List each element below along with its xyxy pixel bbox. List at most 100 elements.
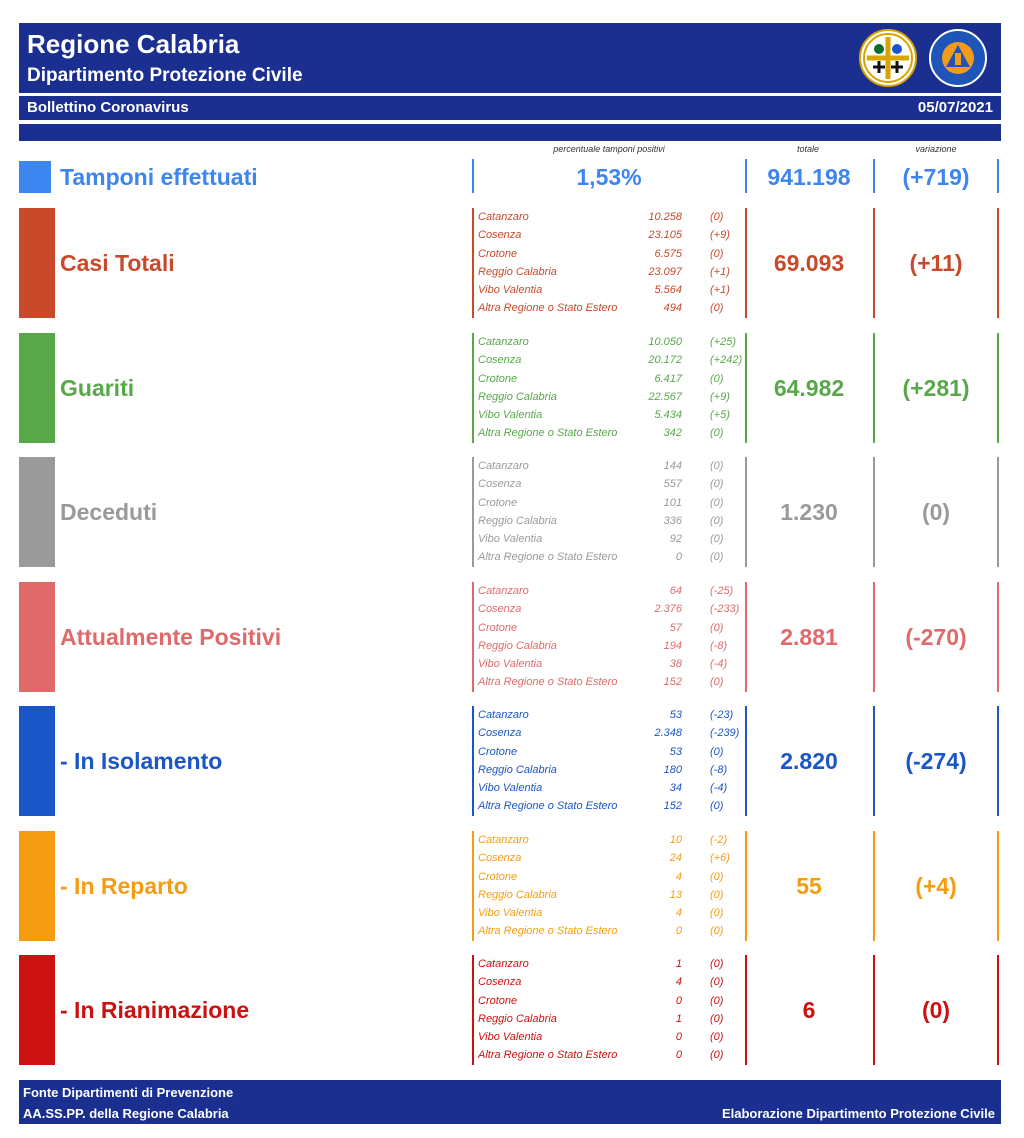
region-title: Regione Calabria: [27, 29, 240, 59]
section-color-swatch: [19, 955, 55, 1065]
section-color-swatch: [19, 333, 55, 443]
province-name: Cosenza: [478, 727, 522, 740]
province-name: Catanzaro: [478, 211, 529, 223]
province-row: Cosenza 2.376 (-233): [478, 600, 740, 618]
province-change: (+9): [710, 390, 730, 403]
province-name: Crotone: [478, 372, 518, 385]
section-divider: [997, 706, 999, 816]
province-change: (0): [710, 460, 724, 472]
section-divider: [472, 333, 474, 443]
province-change: (-2): [710, 834, 728, 846]
section-change: (-270): [905, 624, 967, 650]
province-row: Cosenza 2.348 (-239): [478, 724, 740, 742]
section-label: Deceduti: [60, 499, 158, 525]
province-value: 336: [663, 514, 682, 527]
footer-banner: Fonte Dipartimenti di Prevenzione AA.SS.…: [19, 1080, 1001, 1124]
province-row: Reggio Calabria 22.567 (+9): [478, 388, 740, 406]
province-row: Cosenza 20.172 (+242): [478, 351, 742, 369]
province-row: Crotone 57 (0): [478, 619, 740, 637]
section-divider: [472, 706, 474, 816]
province-name: Crotone: [478, 496, 518, 509]
section-total: 2.820: [780, 748, 838, 774]
province-name: Cosenza: [478, 354, 522, 367]
province-change: (+6): [710, 852, 730, 865]
province-value: 92: [669, 533, 682, 546]
province-value: 10.050: [648, 336, 682, 348]
province-value: 144: [663, 460, 682, 472]
province-change: (0): [710, 745, 724, 758]
province-name: Crotone: [478, 621, 518, 634]
province-row: Vibo Valentia 34 (-4): [478, 779, 740, 797]
section-total: 69.093: [773, 250, 845, 276]
province-change: (0): [710, 302, 724, 315]
province-value: 1: [675, 1012, 682, 1025]
footer-credit: Elaborazione Dipartimento Protezione Civ…: [721, 1106, 995, 1121]
province-change: (0): [710, 211, 724, 223]
province-name: Vibo Valentia: [478, 782, 543, 795]
province-value: 494: [663, 302, 682, 315]
province-row: Altra Regione o Stato Estero 0 (0): [478, 922, 740, 940]
province-value: 152: [663, 800, 682, 813]
province-name: Reggio Calabria: [478, 1012, 557, 1025]
province-row: Vibo Valentia 4 (0): [478, 904, 740, 922]
province-change: (+5): [710, 409, 730, 422]
tamponi-divider: [745, 159, 747, 193]
province-row: Catanzaro 10.258 (0): [478, 208, 740, 226]
section-color-swatch: [19, 582, 55, 692]
province-value: 194: [663, 639, 682, 652]
province-change: (0): [710, 958, 724, 970]
section-divider: [472, 208, 474, 318]
section-divider: [997, 582, 999, 692]
section-divider: [997, 333, 999, 443]
province-value: 20.172: [648, 354, 682, 367]
province-row: Reggio Calabria 1 (0): [478, 1010, 740, 1028]
section-total: 6: [802, 997, 816, 1023]
percent-column-header: percentuale tamponi positivi: [553, 144, 665, 154]
province-name: Cosenza: [478, 229, 522, 242]
section-divider: [873, 831, 875, 941]
province-name: Vibo Valentia: [478, 1031, 543, 1044]
province-list: Catanzaro 10.050 (+25) Cosenza 20.172 (+242) C…: [478, 333, 742, 443]
section-change: (-274): [905, 748, 967, 774]
province-value: 5.434: [654, 409, 682, 422]
province-name: Reggio Calabria: [478, 514, 557, 527]
province-value: 0: [675, 994, 682, 1007]
province-name: Crotone: [478, 870, 518, 883]
province-row: Catanzaro 53 (-23): [478, 706, 740, 724]
province-row: Vibo Valentia 5.564 (+1): [478, 281, 740, 299]
province-value: 0: [675, 925, 682, 938]
total-column-header: totale: [796, 144, 820, 154]
province-row: Vibo Valentia 0 (0): [478, 1028, 740, 1046]
province-value: 64: [669, 585, 682, 597]
province-name: Reggio Calabria: [478, 763, 557, 776]
section-total: 64.982: [773, 375, 845, 401]
province-value: 10.258: [648, 211, 682, 223]
section-divider: [873, 208, 875, 318]
province-list: Catanzaro 1 (0) Cosenza 4 (0) Crotone 0 (0) Reggi…: [478, 955, 740, 1065]
province-name: Vibo Valentia: [478, 409, 543, 422]
province-name: Catanzaro: [478, 834, 529, 846]
section-divider: [873, 706, 875, 816]
section-divider: [745, 333, 747, 443]
tamponi-change: (+719): [902, 164, 970, 190]
province-name: Reggio Calabria: [478, 265, 557, 278]
province-name: Cosenza: [478, 976, 522, 989]
province-list: Catanzaro 10 (-2) Cosenza 24 (+6) Crotone 4 (0) R…: [478, 831, 740, 941]
province-value: 57: [669, 621, 682, 634]
province-change: (0): [710, 514, 724, 527]
province-row: Vibo Valentia 92 (0): [478, 530, 740, 548]
province-value: 22.567: [648, 390, 682, 403]
province-change: (-233): [710, 603, 740, 616]
province-change: (0): [710, 800, 724, 813]
province-row: Cosenza 23.105 (+9): [478, 226, 740, 244]
province-row: Crotone 4 (0): [478, 868, 740, 886]
section-change: (+4): [915, 873, 957, 899]
province-name: Vibo Valentia: [478, 284, 543, 297]
province-value: 1: [675, 958, 682, 970]
section-color-swatch: [19, 706, 55, 816]
province-value: 23.097: [648, 265, 682, 278]
section-change: (0): [921, 499, 951, 525]
section-change: (0): [921, 997, 951, 1023]
province-change: (+1): [710, 265, 730, 278]
province-row: Crotone 53 (0): [478, 743, 740, 761]
